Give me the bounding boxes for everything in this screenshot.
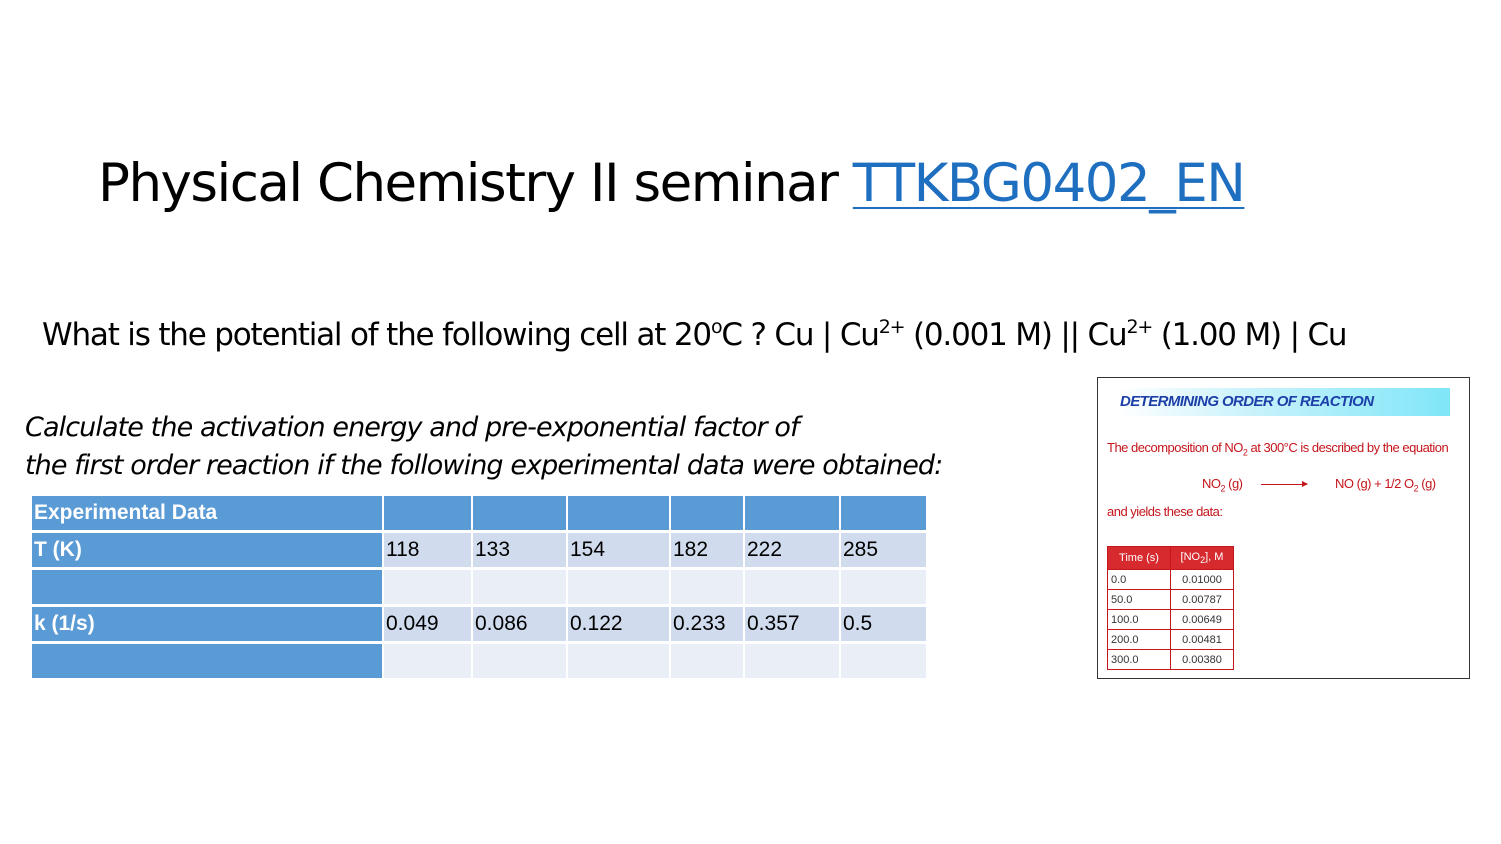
reaction-order-figure: DETERMINING ORDER OF REACTION The decomp… bbox=[1097, 377, 1470, 679]
task-line-2: the first order reaction if the followin… bbox=[25, 450, 943, 481]
concentration-table-header: Time (s) [NO2], M bbox=[1107, 546, 1234, 570]
table-header: Experimental Data bbox=[32, 496, 384, 533]
row-label-rate-constant: k (1/s) bbox=[32, 607, 384, 644]
data-intro: and yields these data: bbox=[1107, 504, 1223, 519]
question-text-1: What is the potential of the following c… bbox=[42, 317, 712, 353]
degree-mark: o bbox=[710, 316, 723, 338]
table-row: 0.0 0.01000 bbox=[1107, 569, 1234, 590]
table-cell: 0.122 bbox=[568, 607, 671, 644]
task-line-1: Calculate the activation energy and pre-… bbox=[25, 412, 800, 443]
question-text-2: C ? Cu | Cu bbox=[721, 317, 880, 353]
table-cell: 0.5 bbox=[841, 607, 928, 644]
table-cell: 182 bbox=[671, 533, 745, 570]
table-cell: 118 bbox=[384, 533, 473, 570]
equation-products: NO (g) + 1/2 O2 (g) bbox=[1335, 476, 1436, 494]
decomposition-description: The decomposition of NO2 at 300°C is des… bbox=[1107, 440, 1449, 458]
ion-charge-2: 2+ bbox=[1126, 316, 1153, 338]
activation-energy-task: Calculate the activation energy and pre-… bbox=[25, 409, 943, 485]
table-row-temperature: T (K) 118 133 154 182 222 285 bbox=[32, 533, 928, 570]
concentration-table: Time (s) [NO2], M 0.0 0.01000 50.0 0.00787… bbox=[1107, 546, 1234, 670]
table-row: 100.0 0.00649 bbox=[1107, 609, 1234, 630]
table-row: 300.0 0.00380 bbox=[1107, 649, 1234, 670]
reaction-arrow-icon bbox=[1261, 481, 1308, 487]
table-cell: 222 bbox=[745, 533, 841, 570]
table-cell: 0.086 bbox=[473, 607, 568, 644]
table-cell: 154 bbox=[568, 533, 671, 570]
figure-heading-bar: DETERMINING ORDER OF REACTION bbox=[1118, 388, 1450, 416]
question-text-3: (0.001 M) || Cu bbox=[904, 317, 1128, 353]
figure-heading: DETERMINING ORDER OF REACTION bbox=[1120, 393, 1374, 410]
slide-title: Physical Chemistry II seminar TTKBG0402_… bbox=[98, 150, 1246, 218]
table-cell: 133 bbox=[473, 533, 568, 570]
course-code-link[interactable]: TTKBG0402_EN bbox=[852, 153, 1246, 214]
table-cell: 0.233 bbox=[671, 607, 745, 644]
cell-potential-question: What is the potential of the following c… bbox=[42, 314, 1348, 356]
col-time: Time (s) bbox=[1107, 546, 1171, 570]
table-row-empty bbox=[32, 644, 928, 681]
table-cell: 285 bbox=[841, 533, 928, 570]
table-header-row: Experimental Data bbox=[32, 496, 928, 533]
table-row-empty bbox=[32, 570, 928, 607]
table-cell: 0.357 bbox=[745, 607, 841, 644]
row-label-temperature: T (K) bbox=[32, 533, 384, 570]
table-cell: 0.049 bbox=[384, 607, 473, 644]
equation-reactant: NO2 (g) bbox=[1202, 476, 1243, 494]
experimental-data-table: Experimental Data T (K) 118 133 154 182 … bbox=[32, 496, 928, 681]
title-text: Physical Chemistry II seminar bbox=[98, 153, 853, 214]
table-row-rate-constant: k (1/s) 0.049 0.086 0.122 0.233 0.357 0.… bbox=[32, 607, 928, 644]
col-concentration: [NO2], M bbox=[1170, 546, 1234, 570]
table-row: 200.0 0.00481 bbox=[1107, 629, 1234, 650]
question-text-4: (1.00 M) | Cu bbox=[1152, 317, 1348, 353]
table-row: 50.0 0.00787 bbox=[1107, 589, 1234, 610]
ion-charge-1: 2+ bbox=[878, 316, 906, 338]
